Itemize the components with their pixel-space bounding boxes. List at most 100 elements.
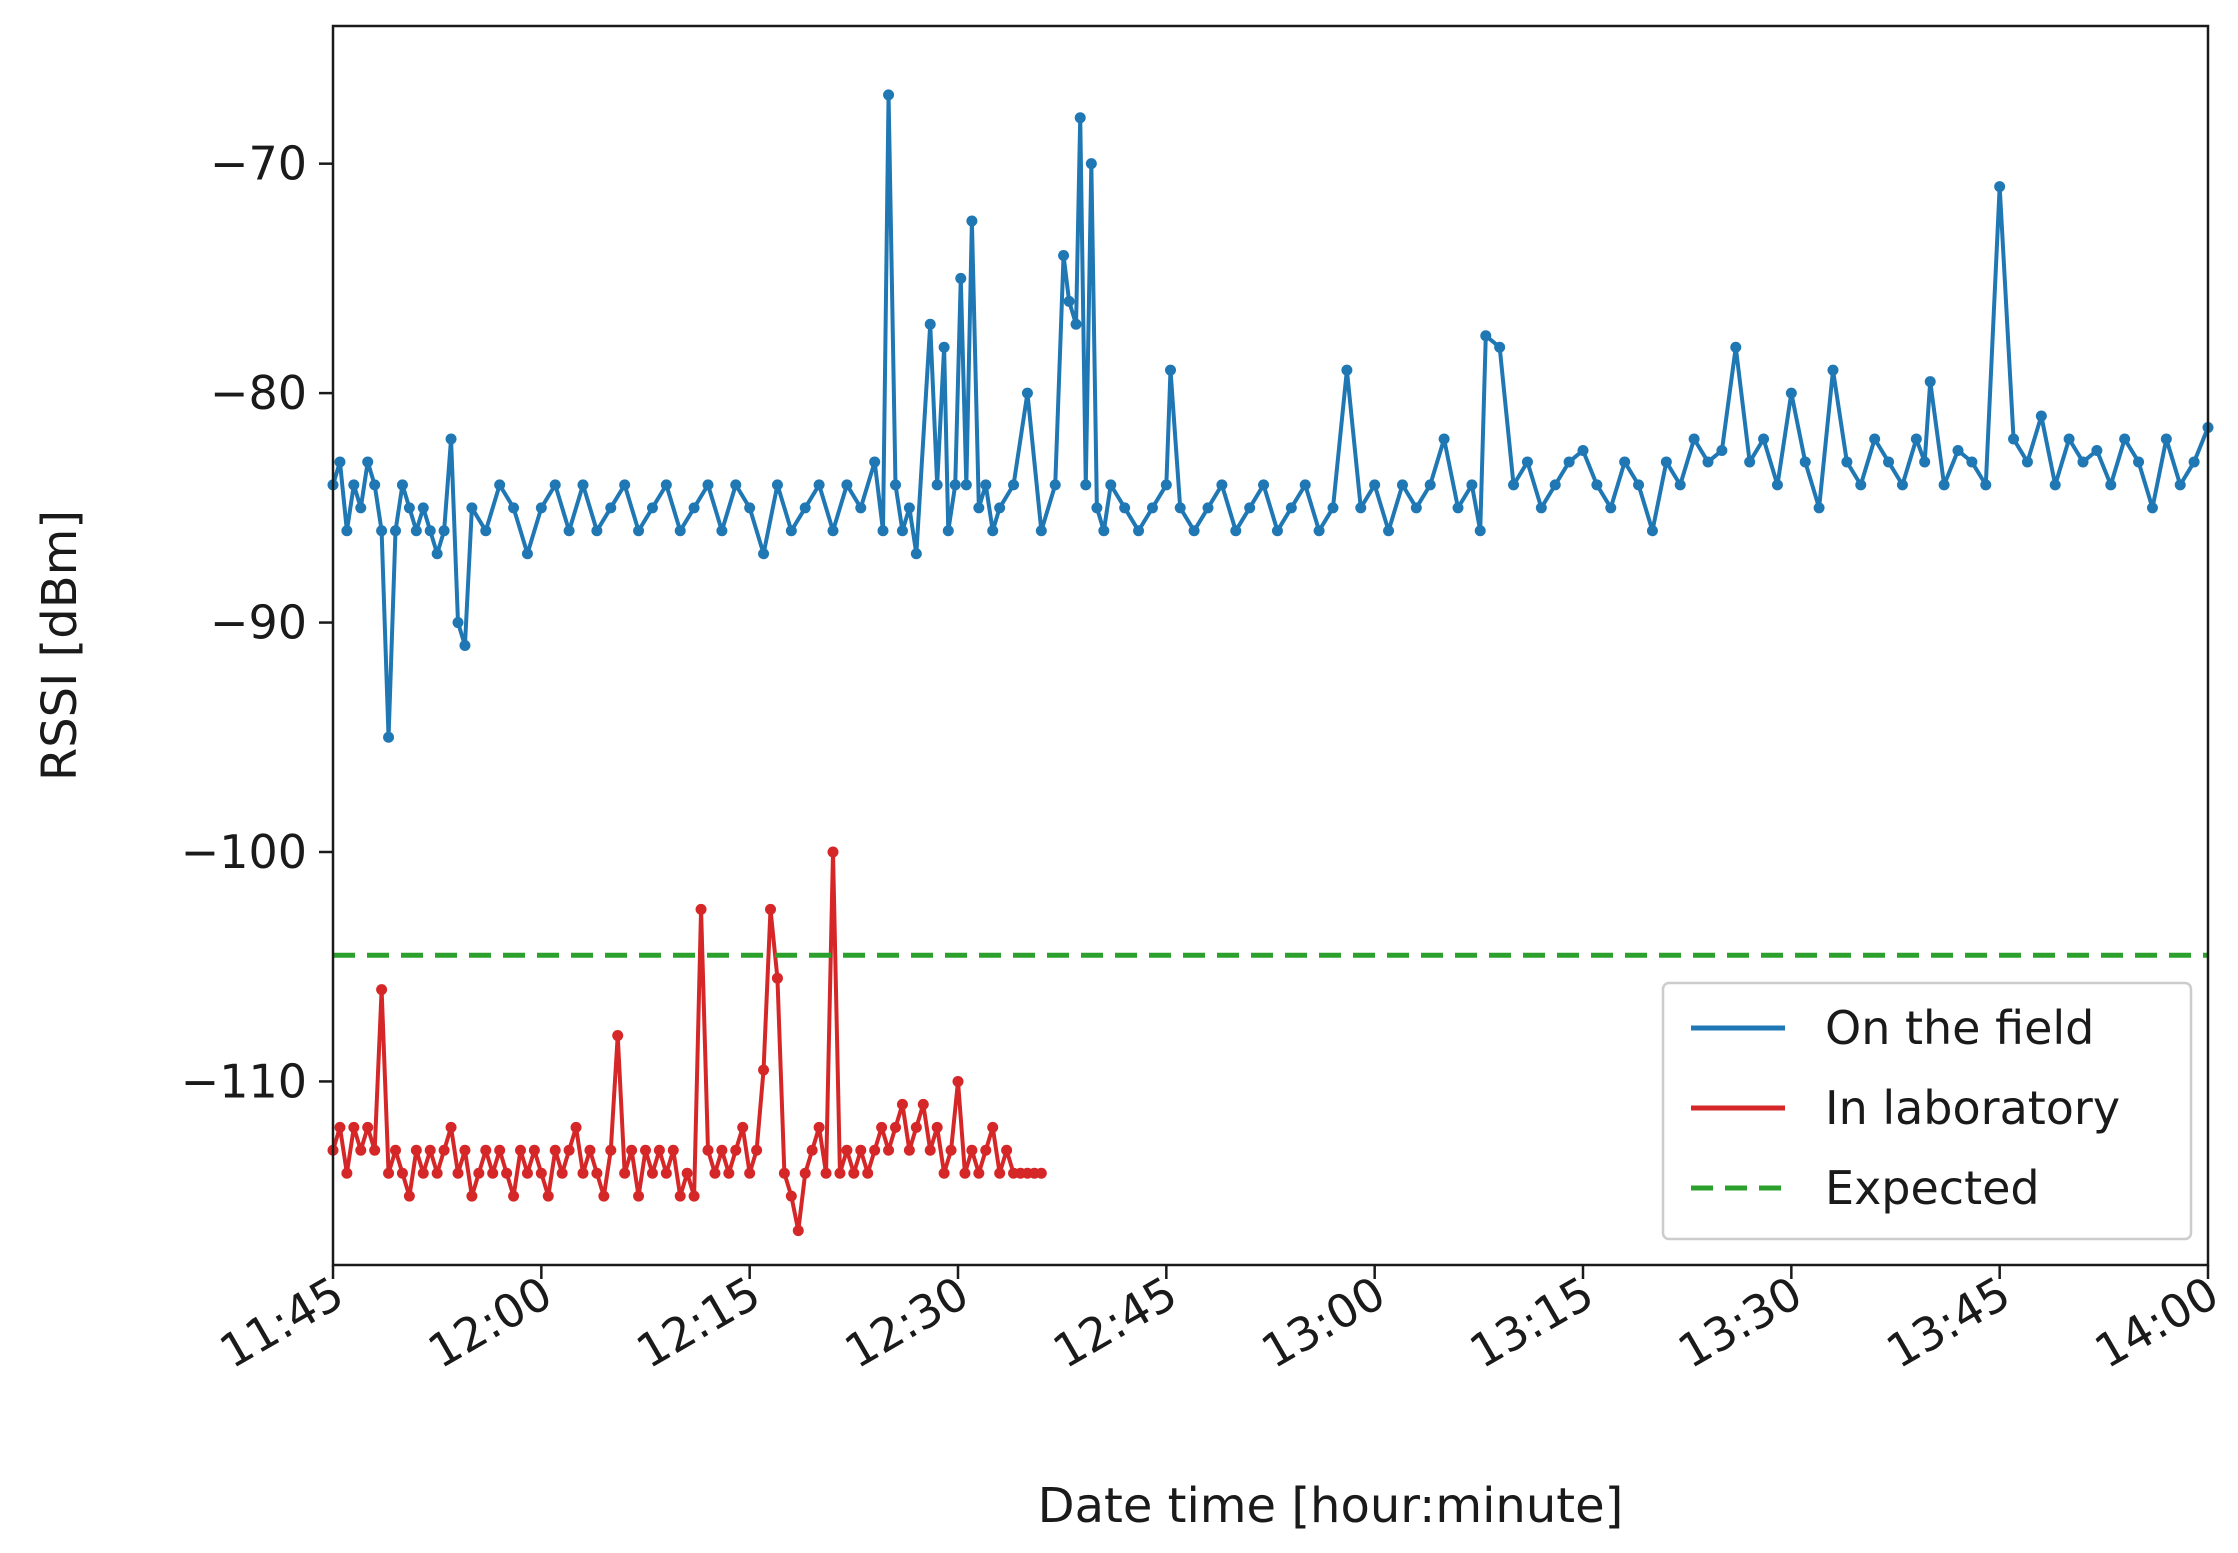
data-point bbox=[1070, 318, 1082, 330]
data-point bbox=[542, 1190, 554, 1202]
data-point bbox=[896, 525, 908, 537]
data-point bbox=[653, 1144, 665, 1156]
legend-label: In laboratory bbox=[1825, 1081, 2120, 1135]
data-point bbox=[445, 433, 457, 445]
data-point bbox=[877, 525, 889, 537]
data-point bbox=[2063, 433, 2075, 445]
data-point bbox=[1091, 502, 1103, 514]
data-point bbox=[1035, 525, 1047, 537]
data-point bbox=[751, 1144, 763, 1156]
data-point bbox=[424, 525, 436, 537]
data-point bbox=[931, 1121, 943, 1133]
x-tick-label: 11:45 bbox=[211, 1266, 353, 1379]
data-point bbox=[681, 1167, 693, 1179]
data-point bbox=[528, 1144, 540, 1156]
data-point bbox=[1674, 479, 1686, 491]
data-point bbox=[417, 502, 429, 514]
legend-label: On the field bbox=[1825, 1001, 2094, 1055]
data-point bbox=[966, 1144, 978, 1156]
data-point bbox=[591, 1167, 603, 1179]
data-point bbox=[348, 479, 360, 491]
data-point bbox=[688, 1190, 700, 1202]
data-point bbox=[2049, 479, 2061, 491]
data-point bbox=[869, 456, 881, 468]
x-tick-label: 12:30 bbox=[836, 1266, 978, 1379]
data-point bbox=[1474, 525, 1486, 537]
data-point bbox=[987, 1121, 999, 1133]
data-point bbox=[1258, 479, 1270, 491]
data-point bbox=[924, 1144, 936, 1156]
data-point bbox=[633, 525, 645, 537]
data-point bbox=[494, 479, 506, 491]
data-point bbox=[1188, 525, 1200, 537]
data-point bbox=[730, 479, 742, 491]
data-point bbox=[521, 1167, 533, 1179]
data-point bbox=[1165, 364, 1176, 376]
data-point bbox=[1063, 295, 1075, 307]
data-point bbox=[1646, 525, 1658, 537]
data-point bbox=[955, 272, 967, 284]
data-point bbox=[2035, 410, 2047, 422]
data-point bbox=[758, 548, 770, 560]
data-point bbox=[890, 1121, 901, 1133]
data-point bbox=[674, 525, 686, 537]
data-point bbox=[355, 502, 367, 514]
plot-series bbox=[327, 89, 2214, 1237]
data-point bbox=[855, 502, 867, 514]
data-point bbox=[508, 1190, 520, 1202]
data-point bbox=[1716, 444, 1728, 456]
data-point bbox=[452, 1167, 464, 1179]
data-point bbox=[1994, 181, 2006, 193]
x-tick-labels: 11:45 12:00 12:15 12:30 12:45 13:00 13:15 13:30… bbox=[211, 1266, 2228, 1379]
data-point bbox=[1938, 479, 1950, 491]
series-in-laboratory bbox=[327, 846, 1047, 1237]
data-point bbox=[563, 1144, 575, 1156]
data-point bbox=[1035, 1167, 1047, 1179]
data-point bbox=[1466, 479, 1478, 491]
data-point bbox=[1410, 502, 1422, 514]
data-point bbox=[1327, 502, 1339, 514]
data-point bbox=[827, 846, 839, 858]
data-point bbox=[515, 1144, 526, 1156]
data-point bbox=[646, 502, 658, 514]
data-point bbox=[1424, 479, 1436, 491]
data-point bbox=[2174, 479, 2186, 491]
data-point bbox=[362, 1121, 374, 1133]
data-point bbox=[2077, 456, 2089, 468]
data-point bbox=[1966, 456, 1978, 468]
data-point bbox=[1619, 456, 1631, 468]
data-point bbox=[667, 1144, 679, 1156]
data-point bbox=[973, 502, 985, 514]
series-line bbox=[331, 92, 2210, 740]
data-point bbox=[723, 1167, 735, 1179]
data-point bbox=[431, 1167, 443, 1179]
data-point bbox=[605, 502, 617, 514]
data-point bbox=[445, 1121, 457, 1133]
data-point bbox=[960, 479, 972, 491]
data-point bbox=[452, 617, 464, 629]
data-point bbox=[396, 1167, 408, 1179]
data-point bbox=[1633, 479, 1645, 491]
data-point bbox=[660, 1167, 672, 1179]
data-point bbox=[549, 1144, 561, 1156]
data-point bbox=[383, 1167, 395, 1179]
y-tick-labels: −70 −80 −90 −100 −110 bbox=[181, 137, 307, 1109]
data-point bbox=[2021, 456, 2033, 468]
data-point bbox=[813, 479, 825, 491]
data-point bbox=[494, 1144, 506, 1156]
data-point bbox=[640, 1144, 651, 1156]
data-point bbox=[396, 479, 408, 491]
data-point bbox=[771, 972, 783, 984]
data-point bbox=[674, 1190, 686, 1202]
data-point bbox=[1074, 112, 1086, 124]
data-point bbox=[1146, 502, 1158, 514]
data-point bbox=[1001, 1144, 1013, 1156]
data-point bbox=[390, 1144, 401, 1156]
data-point bbox=[459, 640, 471, 651]
data-point bbox=[1869, 433, 1881, 445]
data-point bbox=[1952, 444, 1964, 456]
data-point bbox=[341, 525, 353, 537]
data-point bbox=[994, 1167, 1006, 1179]
data-point bbox=[383, 731, 395, 743]
